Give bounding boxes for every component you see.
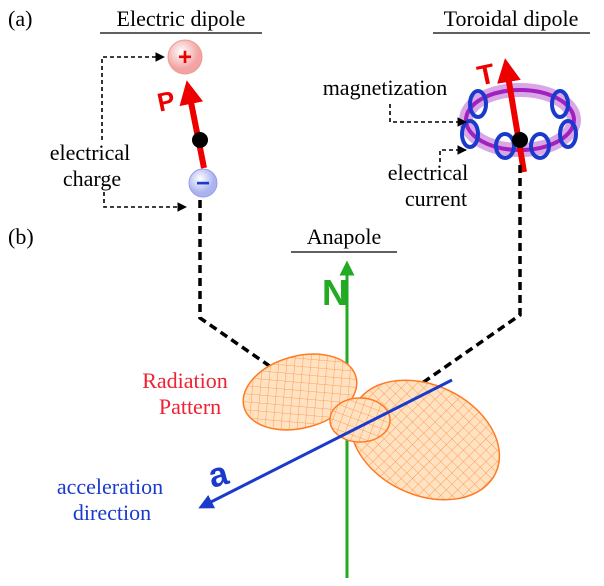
annotation: electrical <box>388 160 469 185</box>
minus-sign: − <box>196 170 210 197</box>
annotation: electrical <box>50 140 131 165</box>
radiation-pattern <box>235 342 519 523</box>
annotation: direction <box>73 500 151 525</box>
plus-sign: + <box>178 44 192 71</box>
annotation: current <box>405 186 467 211</box>
center-dot <box>512 132 528 148</box>
annotation: Radiation <box>142 368 228 393</box>
annotation: acceleration <box>57 474 163 499</box>
vector-label: T <box>474 58 497 92</box>
axis-label: N <box>322 272 348 313</box>
vector-label: a <box>204 454 233 496</box>
panel-label: (a) <box>8 6 32 31</box>
vector-label: P <box>155 85 178 118</box>
panel-label: (b) <box>8 224 34 249</box>
pointer <box>102 57 164 140</box>
section-title: Toroidal dipole <box>444 6 579 31</box>
section-title: Anapole <box>307 224 382 249</box>
center-dot <box>192 132 208 148</box>
annotation: magnetization <box>323 75 448 100</box>
annotation: Pattern <box>159 394 221 419</box>
dipole-arrow <box>189 92 204 168</box>
section-title: Electric dipole <box>117 6 246 31</box>
page: {"panel_a": {"label": "(a)", "electric_d… <box>0 0 604 586</box>
annotation: charge <box>63 166 121 191</box>
diagram: (a) Electric dipole Toroidal dipole + P … <box>0 0 604 586</box>
pointer <box>104 192 186 207</box>
pointer <box>390 104 466 122</box>
